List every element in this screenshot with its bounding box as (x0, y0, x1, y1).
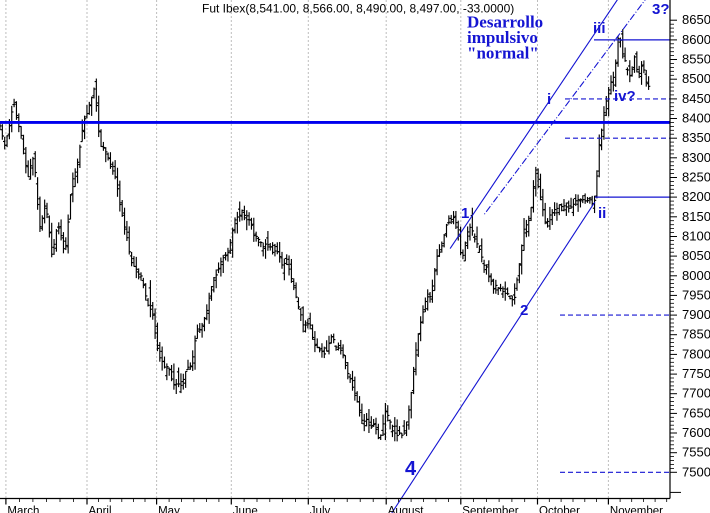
svg-text:7800: 7800 (682, 346, 710, 361)
svg-text:8650: 8650 (682, 12, 710, 27)
svg-text:ii: ii (598, 205, 606, 222)
svg-text:July: July (310, 506, 331, 513)
svg-text:7550: 7550 (682, 445, 710, 460)
svg-text:7900: 7900 (682, 307, 710, 322)
svg-text:7600: 7600 (682, 425, 710, 440)
svg-text:7700: 7700 (682, 386, 710, 401)
svg-text:8450: 8450 (682, 91, 710, 106)
svg-text:June: June (233, 506, 258, 513)
svg-text:August: August (388, 506, 425, 513)
svg-text:7950: 7950 (682, 287, 710, 302)
svg-text:8350: 8350 (682, 130, 710, 145)
svg-text:2: 2 (520, 302, 528, 319)
svg-text:8000: 8000 (682, 268, 710, 283)
svg-text:8550: 8550 (682, 52, 710, 67)
svg-text:8150: 8150 (682, 209, 710, 224)
svg-text:8400: 8400 (682, 111, 710, 126)
svg-text:October: October (539, 506, 580, 513)
svg-text:March: March (7, 506, 39, 513)
svg-text:8300: 8300 (682, 150, 710, 165)
svg-text:1: 1 (461, 205, 469, 222)
svg-text:7850: 7850 (682, 327, 710, 342)
svg-text:7750: 7750 (682, 366, 710, 381)
svg-text:8500: 8500 (682, 71, 710, 86)
svg-text:April: April (89, 506, 112, 513)
svg-text:3?: 3? (652, 1, 670, 18)
svg-text:September: September (462, 506, 518, 513)
svg-text:"normal": "normal" (467, 44, 539, 63)
svg-text:i: i (547, 91, 551, 108)
svg-text:iii: iii (593, 20, 606, 37)
svg-text:8200: 8200 (682, 189, 710, 204)
svg-text:iv?: iv? (614, 88, 636, 105)
svg-text:May: May (158, 506, 180, 513)
svg-text:7500: 7500 (682, 464, 710, 479)
svg-text:8600: 8600 (682, 32, 710, 47)
svg-text:8250: 8250 (682, 170, 710, 185)
svg-text:4: 4 (405, 458, 417, 480)
svg-text:November: November (610, 506, 663, 513)
svg-text:8050: 8050 (682, 248, 710, 263)
svg-text:8100: 8100 (682, 229, 710, 244)
svg-text:7650: 7650 (682, 405, 710, 420)
